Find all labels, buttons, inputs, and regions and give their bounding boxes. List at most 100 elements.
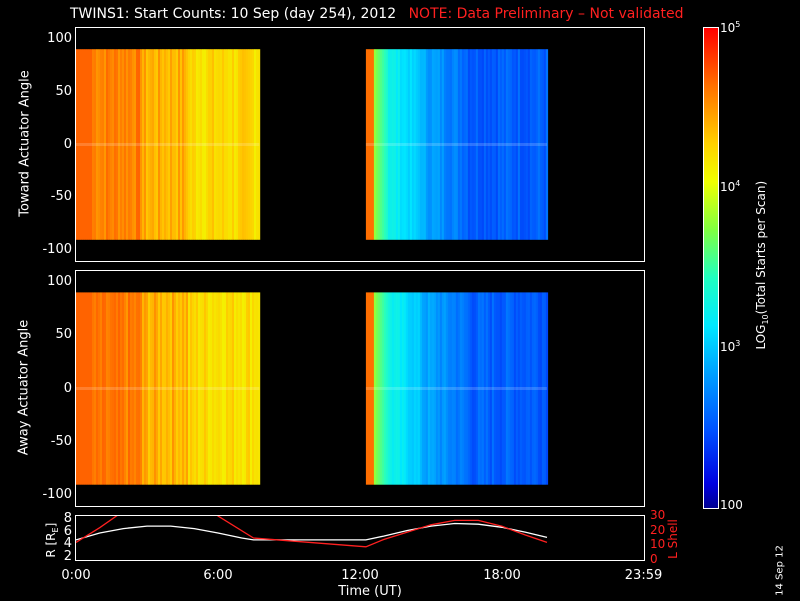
heatmap-column <box>495 49 499 240</box>
heatmap-column <box>525 292 529 485</box>
heatmap-column <box>210 49 213 240</box>
y-tick-label: 0 <box>63 136 72 152</box>
heatmap-column <box>250 49 253 240</box>
heatmap-column <box>118 49 121 240</box>
heatmap-column <box>158 49 161 240</box>
heatmap-column <box>236 292 239 485</box>
heatmap-column <box>379 49 383 240</box>
heatmap-column <box>501 49 505 240</box>
heatmap-column <box>453 49 457 240</box>
away-ylabel: Away Actuator Angle <box>16 319 32 456</box>
heatmap-column <box>112 49 115 240</box>
heatmap-column <box>407 292 411 485</box>
y-tick-label: -50 <box>50 189 72 205</box>
heatmap-column <box>192 49 195 240</box>
colorbar-tick-label: 104 <box>720 179 741 195</box>
heatmap-column <box>371 49 375 240</box>
heatmap-column <box>415 292 419 485</box>
heatmap-column <box>429 292 433 485</box>
heatmap-column <box>116 49 119 240</box>
heatmap-column <box>471 49 475 240</box>
heatmap-column <box>439 292 443 485</box>
away-heatmap <box>76 292 549 485</box>
heatmap-column <box>130 49 133 240</box>
heatmap-column <box>130 292 133 485</box>
heatmap-column <box>417 292 421 485</box>
heatmap-column <box>154 292 157 485</box>
heatmap-column <box>120 49 123 240</box>
heatmap-column <box>443 292 447 485</box>
heatmap-column <box>387 292 391 485</box>
heatmap-column <box>431 49 435 240</box>
heatmap-column <box>465 292 469 485</box>
heatmap-column <box>162 292 165 485</box>
heatmap-column <box>437 292 441 485</box>
heatmap-column <box>389 292 393 485</box>
heatmap-column <box>170 49 173 240</box>
heatmap-column <box>112 292 115 485</box>
heatmap-column <box>194 292 197 485</box>
toward-ylabel: Toward Actuator Angle <box>17 70 33 217</box>
heatmap-column <box>479 292 483 485</box>
heatmap-column <box>246 292 249 485</box>
heatmap-column <box>174 49 177 240</box>
heatmap-column <box>162 49 165 240</box>
heatmap-column <box>535 292 539 485</box>
heatmap-column <box>487 292 491 485</box>
heatmap-column <box>403 49 407 240</box>
heatmap-column <box>200 292 203 485</box>
heatmap-column <box>128 292 131 485</box>
heatmap-column <box>503 292 507 485</box>
heatmap-column <box>419 49 423 240</box>
heatmap-column <box>244 49 247 240</box>
heatmap-column <box>232 49 235 240</box>
heatmap-column <box>401 292 405 485</box>
heatmap-column <box>381 292 385 485</box>
heatmap-column <box>212 292 215 485</box>
r-distance-line <box>75 522 548 541</box>
heatmap-column <box>250 292 253 485</box>
heatmap-column <box>477 292 481 485</box>
heatmap-column <box>365 49 369 240</box>
heatmap-column <box>499 292 503 485</box>
y-tick-label: 50 <box>55 83 72 99</box>
heatmap-column <box>467 292 471 485</box>
heatmap-column <box>467 49 471 240</box>
heatmap-column <box>180 292 183 485</box>
heatmap-column <box>96 49 99 240</box>
heatmap-column <box>234 292 237 485</box>
heatmap-column <box>108 49 111 240</box>
l-shell-tick-label: 20 <box>650 522 666 537</box>
heatmap-column <box>120 292 123 485</box>
l-shell-line <box>75 500 548 548</box>
heatmap-column <box>499 49 503 240</box>
heatmap-column <box>238 49 241 240</box>
heatmap-column <box>377 49 381 240</box>
x-tick-label: 18:00 <box>483 568 521 583</box>
heatmap-column <box>106 292 109 485</box>
heatmap-column <box>122 292 125 485</box>
heatmap-column <box>84 292 87 485</box>
heatmap-column <box>383 49 387 240</box>
heatmap-column <box>539 49 543 240</box>
heatmap-column <box>449 292 453 485</box>
heatmap-column <box>527 292 531 485</box>
heatmap-column <box>401 49 405 240</box>
l-shell-tick-label: 10 <box>650 537 666 552</box>
colorbar <box>703 27 719 509</box>
heatmap-column <box>451 292 455 485</box>
heatmap-column <box>435 292 439 485</box>
heatmap-column <box>240 292 243 485</box>
heatmap-column <box>523 292 527 485</box>
heatmap-column <box>98 292 101 485</box>
heatmap-column <box>425 292 429 485</box>
heatmap-column <box>90 292 93 485</box>
heatmap-column <box>254 292 257 485</box>
colorbar-tick-label: 105 <box>720 20 741 35</box>
heatmap-column <box>206 49 209 240</box>
heatmap-column <box>539 292 543 485</box>
heatmap-column <box>433 49 437 240</box>
heatmap-column <box>395 292 399 485</box>
heatmap-column <box>393 292 397 485</box>
heatmap-column <box>379 292 383 485</box>
